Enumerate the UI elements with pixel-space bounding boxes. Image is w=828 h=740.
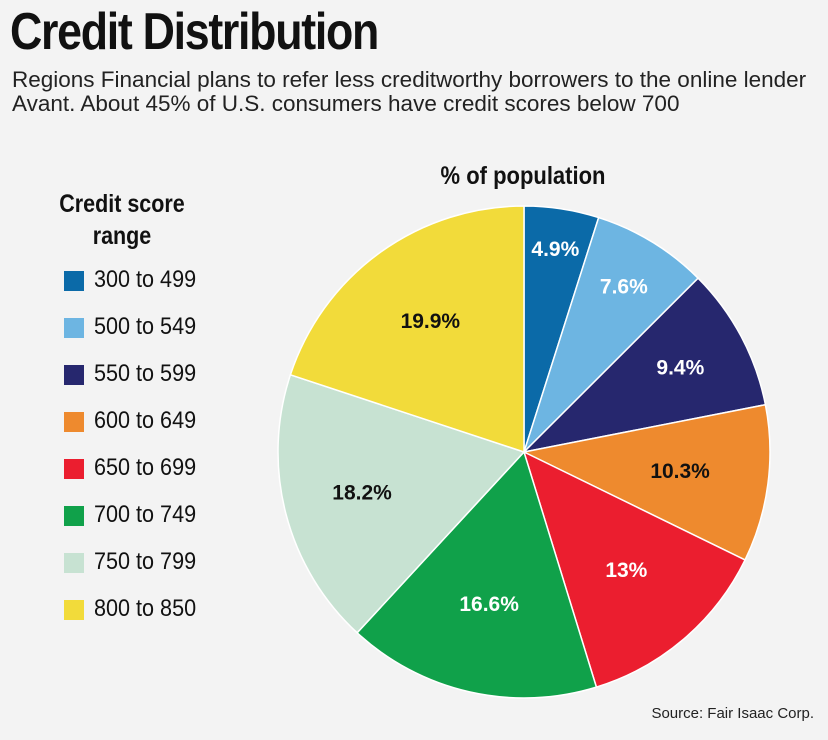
pie-slice xyxy=(356,450,598,699)
source-note: Source: Fair Isaac Corp. xyxy=(651,705,814,722)
legend-title: Credit score range xyxy=(59,190,185,250)
pie-slice xyxy=(521,403,771,561)
legend-label: 500 to 549 xyxy=(94,313,197,340)
legend-swatch xyxy=(64,600,84,620)
slice-label: 19.9% xyxy=(401,310,461,333)
legend-swatch xyxy=(64,271,84,291)
legend-label: 750 to 799 xyxy=(94,548,197,575)
legend-swatch xyxy=(64,365,84,385)
legend-label: 600 to 649 xyxy=(94,407,197,434)
legend-swatch xyxy=(64,553,84,573)
legend-swatch xyxy=(64,318,84,338)
legend-label: 650 to 699 xyxy=(94,454,197,481)
chart-header: % of population xyxy=(440,162,606,190)
pie-slice xyxy=(289,205,525,454)
slice-label: 10.3% xyxy=(650,460,710,483)
slice-label: 18.2% xyxy=(332,481,392,504)
legend-label: 700 to 749 xyxy=(94,501,197,528)
legend-swatch xyxy=(64,459,84,479)
pie-slice xyxy=(277,373,526,634)
pie-slice xyxy=(521,277,767,454)
slice-label: 13% xyxy=(605,559,647,582)
pie-slice xyxy=(523,216,700,453)
chart-subtitle: Regions Financial plans to refer less cr… xyxy=(12,67,807,116)
slice-label: 4.9% xyxy=(531,238,579,261)
legend-swatch xyxy=(64,506,84,526)
slice-label: 9.4% xyxy=(656,356,704,379)
slice-label: 16.6% xyxy=(459,593,519,616)
pie-slice xyxy=(522,450,747,689)
slice-label: 7.6% xyxy=(600,276,648,299)
legend-label: 800 to 850 xyxy=(94,595,197,622)
legend-label: 300 to 499 xyxy=(94,266,197,293)
chart-title: Credit Distribution xyxy=(10,3,379,61)
legend-swatch xyxy=(64,412,84,432)
legend-label: 550 to 599 xyxy=(94,360,197,387)
